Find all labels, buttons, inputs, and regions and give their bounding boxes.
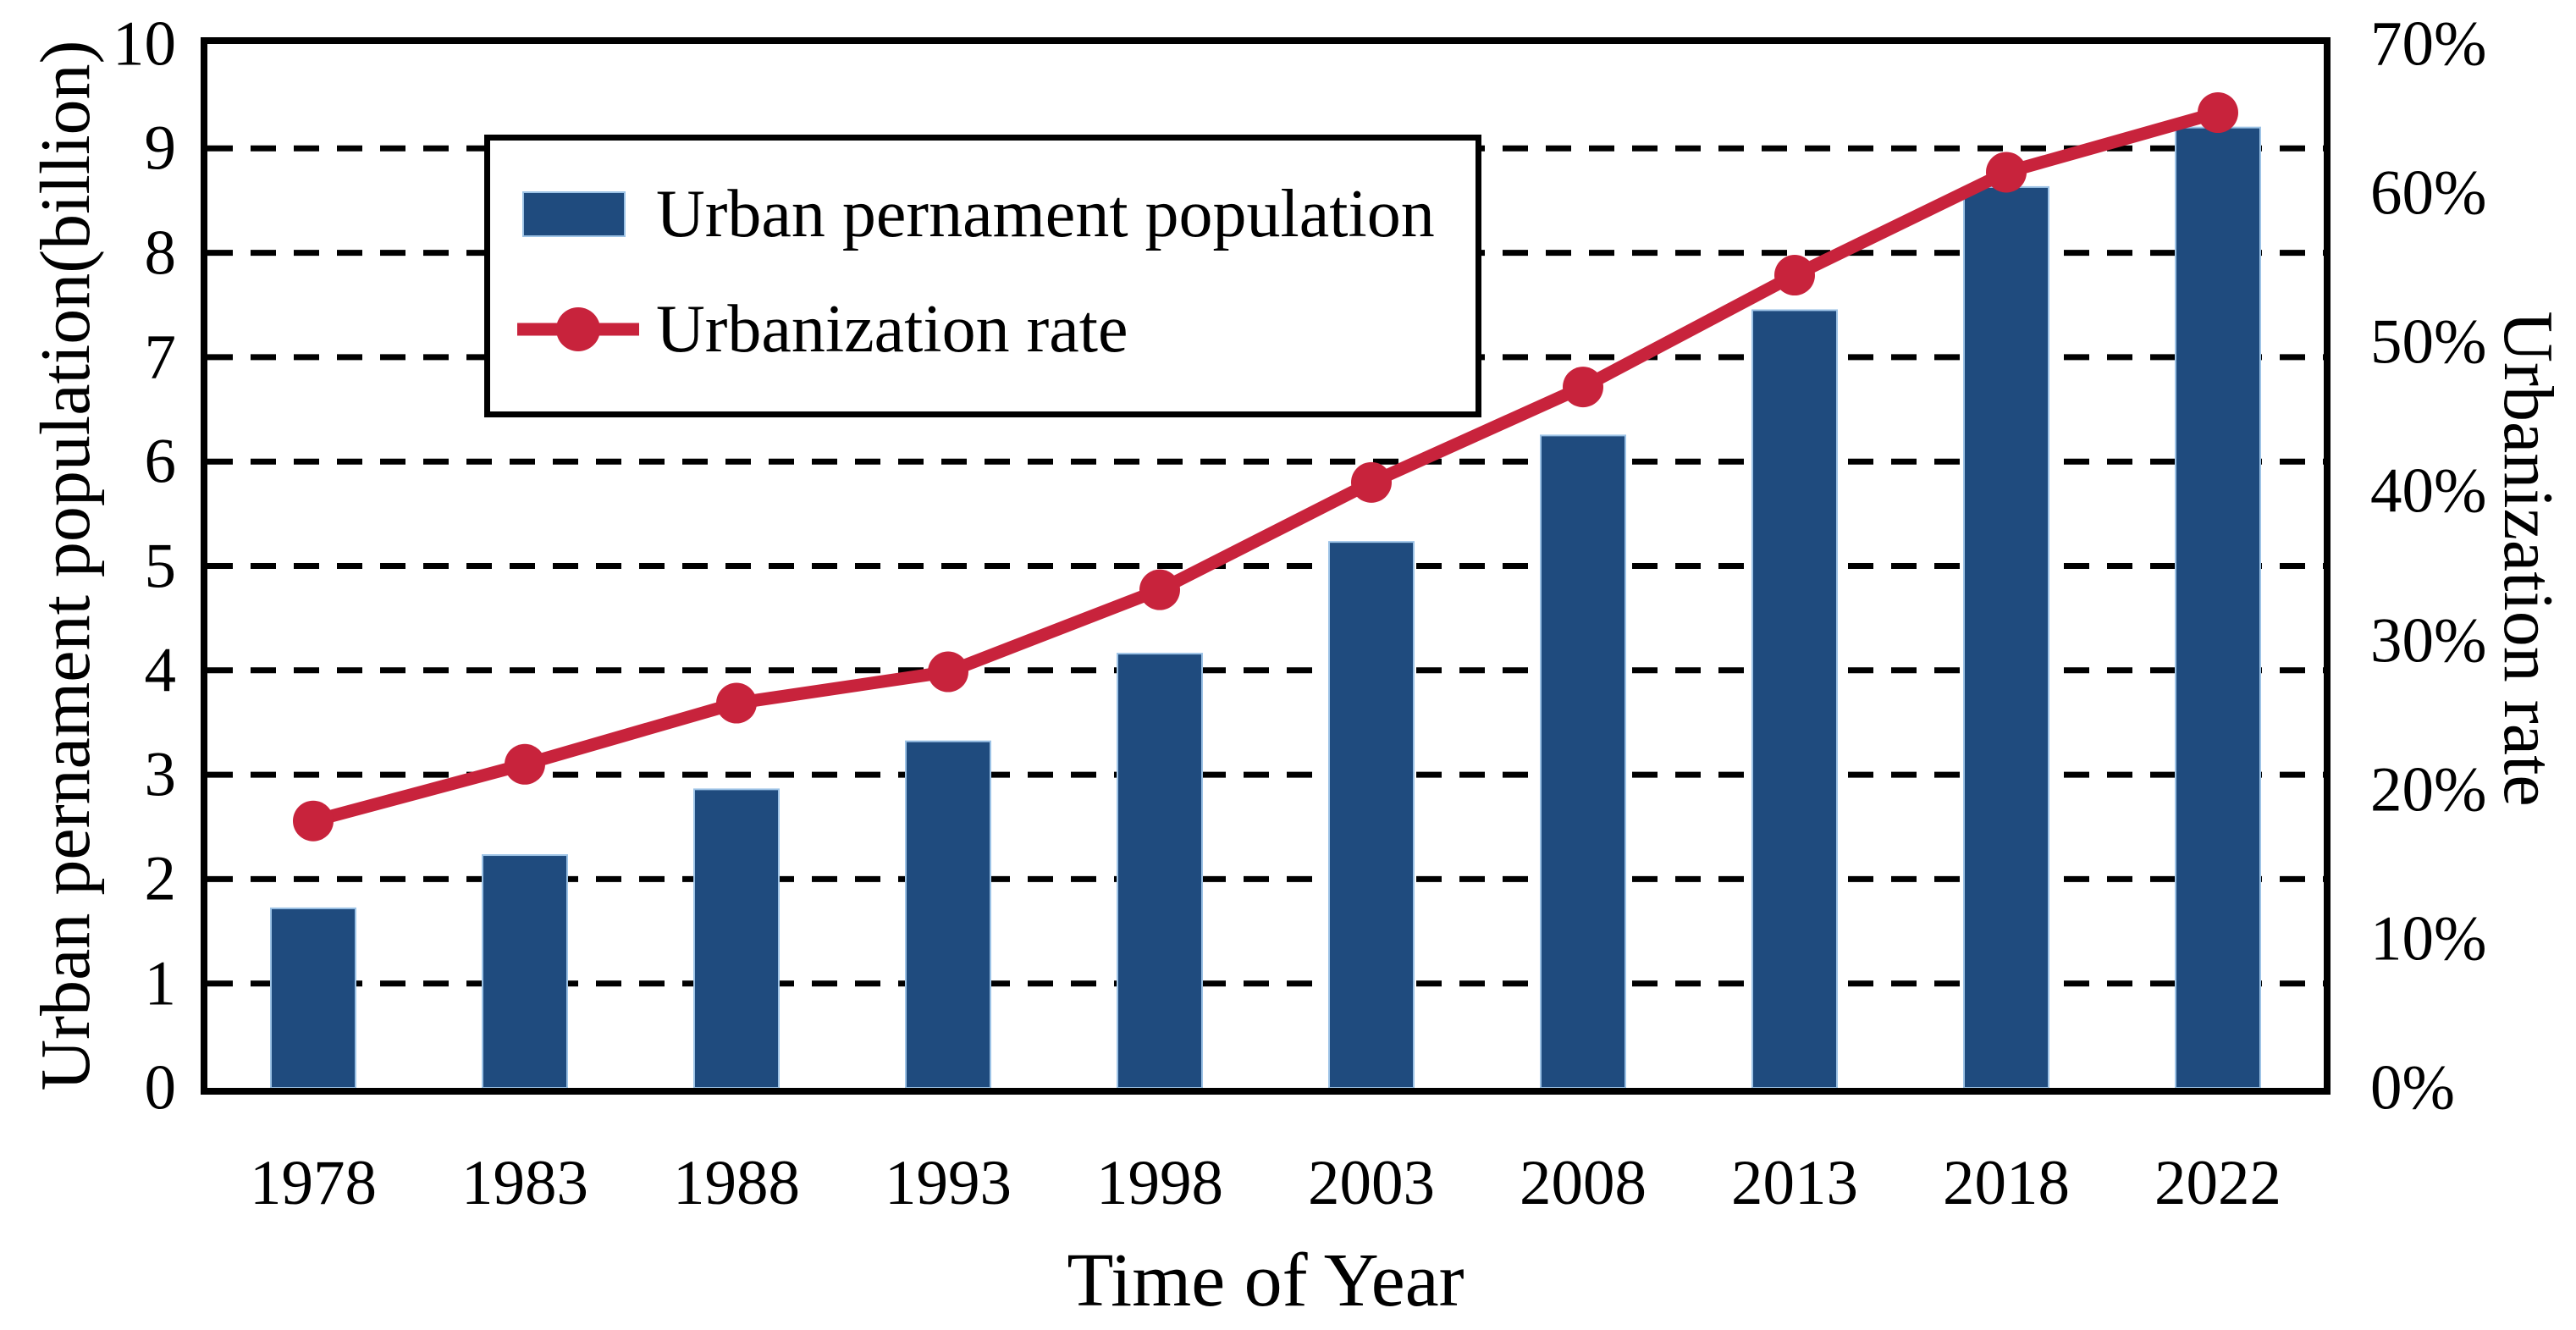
bar-2013 (1751, 309, 1838, 1088)
legend-item-rate: Urbanization rate (490, 287, 1476, 372)
x-tick-1993: 1993 (885, 1148, 1012, 1218)
line-marker-swatch-icon (517, 307, 639, 351)
data-point-1993 (928, 651, 968, 693)
bar-2008 (1540, 434, 1626, 1088)
x-tick-1988: 1988 (673, 1148, 800, 1218)
right-tick-30pct: 30% (2370, 605, 2487, 676)
right-tick-20pct: 20% (2370, 754, 2487, 825)
legend-label-rate: Urbanization rate (656, 292, 1128, 367)
bar-1983 (482, 854, 568, 1088)
right-tick-0pct: 0% (2370, 1052, 2455, 1123)
x-tick-2018: 2018 (1943, 1148, 2070, 1218)
data-point-2003 (1351, 461, 1392, 503)
legend-label-population: Urban pernament population (656, 177, 1435, 251)
data-point-1998 (1139, 569, 1180, 610)
x-tick-2003: 2003 (1308, 1148, 1435, 1218)
left-tick-4: 4 (144, 635, 177, 706)
data-point-1983 (505, 743, 545, 785)
x-tick-2008: 2008 (1520, 1148, 1647, 1218)
left-tick-6: 6 (144, 426, 177, 497)
data-point-1988 (716, 682, 757, 724)
right-y-axis-title: Urbanization rate (2489, 311, 2568, 807)
left-tick-2: 2 (144, 843, 177, 914)
left-tick-1: 1 (144, 948, 177, 1019)
x-tick-1998: 1998 (1096, 1148, 1223, 1218)
legend-item-population: Urban pernament population (490, 172, 1476, 257)
right-tick-70pct: 70% (2370, 8, 2487, 80)
left-tick-5: 5 (144, 531, 177, 601)
left-tick-9: 9 (144, 113, 177, 184)
data-point-2022 (2198, 92, 2238, 134)
bar-2003 (1328, 541, 1415, 1088)
left-y-axis-title: Urban pernament population(billion) (26, 40, 105, 1091)
bar-1988 (693, 788, 780, 1088)
left-tick-3: 3 (144, 739, 177, 810)
data-point-2008 (1563, 367, 1603, 408)
data-point-2013 (1774, 255, 1815, 296)
x-tick-2013: 2013 (1731, 1148, 1858, 1218)
x-tick-1978: 1978 (250, 1148, 377, 1218)
bar-1978 (270, 907, 356, 1088)
bar-2018 (1963, 185, 2049, 1088)
right-tick-50pct: 50% (2370, 306, 2487, 378)
data-point-2018 (1986, 152, 2027, 193)
left-tick-10: 10 (113, 8, 176, 80)
bar-1993 (905, 740, 991, 1088)
right-tick-40pct: 40% (2370, 455, 2487, 527)
data-point-1978 (293, 800, 334, 842)
bar-2022 (2175, 126, 2261, 1088)
urbanization-rate-line (306, 106, 2225, 828)
bar-1998 (1117, 653, 1203, 1088)
x-tick-2022: 2022 (2154, 1148, 2281, 1218)
bar-swatch-icon (522, 191, 626, 237)
plot-area: Urban pernament population Urbanization … (201, 37, 2331, 1095)
right-tick-60pct: 60% (2370, 157, 2487, 229)
legend-box: Urban pernament population Urbanization … (484, 135, 1481, 417)
x-axis-title: Time of Year (1067, 1239, 1465, 1322)
left-tick-8: 8 (144, 218, 177, 289)
right-tick-10pct: 10% (2370, 903, 2487, 974)
x-tick-1983: 1983 (461, 1148, 588, 1218)
left-tick-7: 7 (144, 322, 177, 393)
left-tick-0: 0 (144, 1052, 177, 1123)
